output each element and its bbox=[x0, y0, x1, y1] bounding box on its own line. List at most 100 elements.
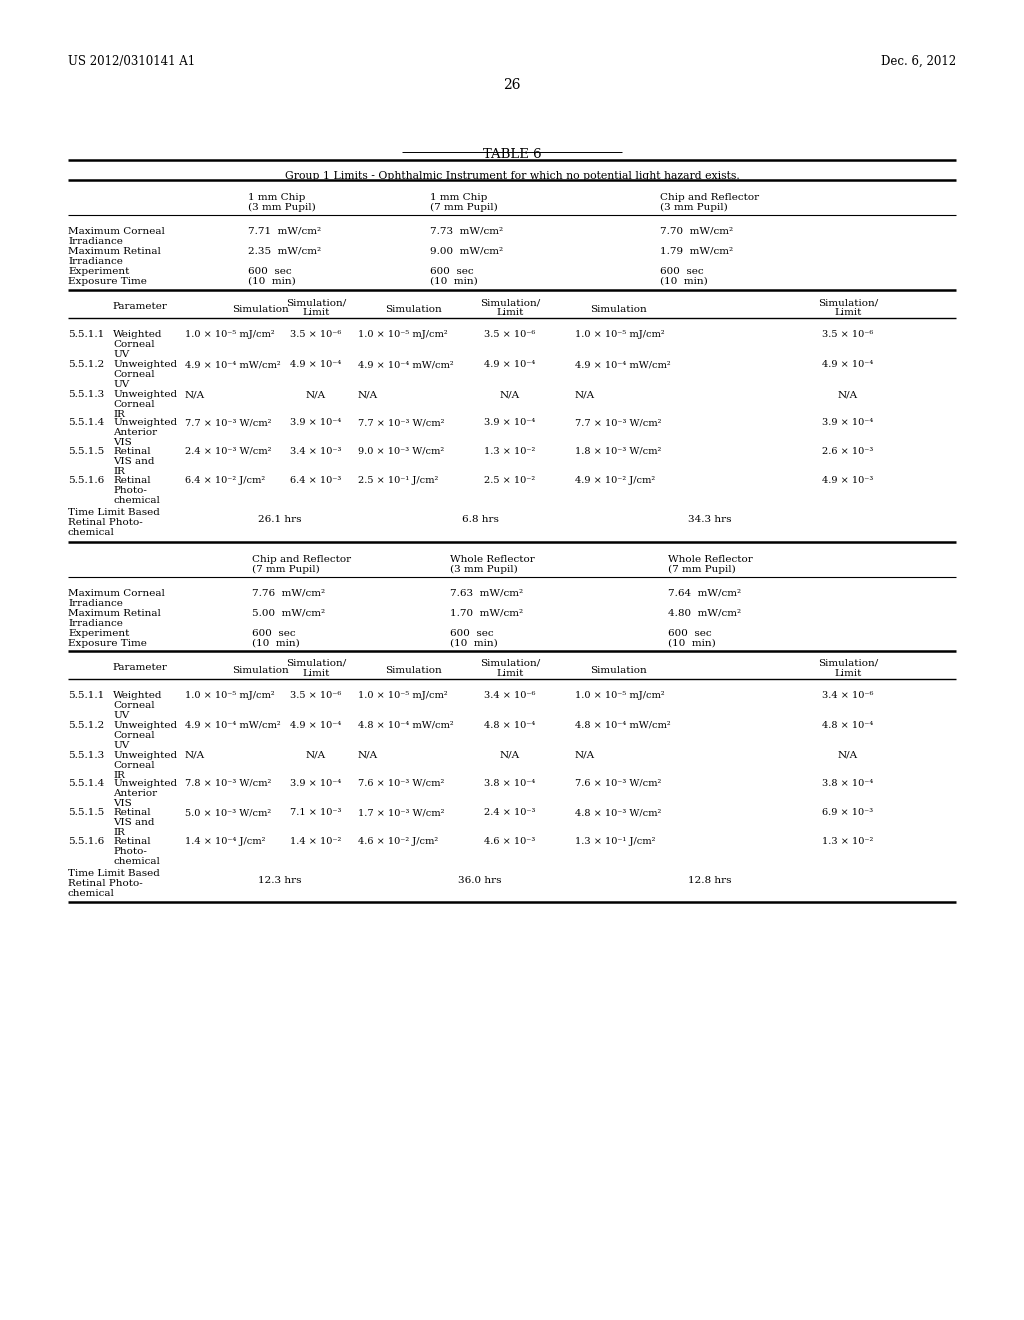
Text: (7 mm Pupil): (7 mm Pupil) bbox=[668, 565, 736, 574]
Text: Retinal: Retinal bbox=[113, 447, 151, 455]
Text: 9.0 × 10⁻³ W/cm²: 9.0 × 10⁻³ W/cm² bbox=[358, 447, 444, 455]
Text: 7.7 × 10⁻³ W/cm²: 7.7 × 10⁻³ W/cm² bbox=[575, 418, 662, 426]
Text: 3.5 × 10⁻⁶: 3.5 × 10⁻⁶ bbox=[291, 330, 342, 339]
Text: 4.8 × 10⁻⁴: 4.8 × 10⁻⁴ bbox=[822, 721, 873, 730]
Text: 3.4 × 10⁻⁶: 3.4 × 10⁻⁶ bbox=[822, 690, 873, 700]
Text: Maximum Corneal: Maximum Corneal bbox=[68, 227, 165, 236]
Text: N/A: N/A bbox=[500, 389, 520, 399]
Text: 1.4 × 10⁻²: 1.4 × 10⁻² bbox=[291, 837, 342, 846]
Text: 5.5.1.1: 5.5.1.1 bbox=[68, 690, 104, 700]
Text: 5.5.1.1: 5.5.1.1 bbox=[68, 330, 104, 339]
Text: Whole Reflector: Whole Reflector bbox=[668, 554, 753, 564]
Text: (3 mm Pupil): (3 mm Pupil) bbox=[450, 565, 518, 574]
Text: Maximum Corneal: Maximum Corneal bbox=[68, 589, 165, 598]
Text: Unweighted: Unweighted bbox=[113, 721, 177, 730]
Text: Irradiance: Irradiance bbox=[68, 619, 123, 628]
Text: 600  sec: 600 sec bbox=[252, 630, 296, 638]
Text: 5.00  mW/cm²: 5.00 mW/cm² bbox=[252, 609, 326, 618]
Text: 5.5.1.3: 5.5.1.3 bbox=[68, 751, 104, 760]
Text: 4.9 × 10⁻³: 4.9 × 10⁻³ bbox=[822, 477, 873, 484]
Text: 6.9 × 10⁻³: 6.9 × 10⁻³ bbox=[822, 808, 873, 817]
Text: Simulation/: Simulation/ bbox=[480, 298, 540, 308]
Text: (7 mm Pupil): (7 mm Pupil) bbox=[252, 565, 319, 574]
Text: 4.8 × 10⁻⁴ mW/cm²: 4.8 × 10⁻⁴ mW/cm² bbox=[358, 721, 454, 730]
Text: Limit: Limit bbox=[302, 308, 330, 317]
Text: 600  sec: 600 sec bbox=[248, 267, 292, 276]
Text: Chip and Reflector: Chip and Reflector bbox=[252, 554, 351, 564]
Text: Group 1 Limits - Ophthalmic Instrument for which no potential light hazard exist: Group 1 Limits - Ophthalmic Instrument f… bbox=[285, 172, 739, 181]
Text: 600  sec: 600 sec bbox=[668, 630, 712, 638]
Text: 5.5.1.6: 5.5.1.6 bbox=[68, 837, 104, 846]
Text: UV: UV bbox=[113, 350, 129, 359]
Text: Chip and Reflector: Chip and Reflector bbox=[660, 193, 759, 202]
Text: Unweighted: Unweighted bbox=[113, 751, 177, 760]
Text: 4.9 × 10⁻⁴: 4.9 × 10⁻⁴ bbox=[822, 360, 873, 370]
Text: Parameter: Parameter bbox=[113, 663, 168, 672]
Text: 34.3 hrs: 34.3 hrs bbox=[688, 515, 732, 524]
Text: Simulation: Simulation bbox=[385, 305, 441, 314]
Text: Corneal: Corneal bbox=[113, 370, 155, 379]
Text: UV: UV bbox=[113, 380, 129, 389]
Text: Dec. 6, 2012: Dec. 6, 2012 bbox=[881, 55, 956, 69]
Text: Irradiance: Irradiance bbox=[68, 599, 123, 609]
Text: 9.00  mW/cm²: 9.00 mW/cm² bbox=[430, 247, 503, 256]
Text: Corneal: Corneal bbox=[113, 341, 155, 348]
Text: 7.6 × 10⁻³ W/cm²: 7.6 × 10⁻³ W/cm² bbox=[575, 779, 662, 788]
Text: 5.5.1.5: 5.5.1.5 bbox=[68, 808, 104, 817]
Text: Simulation: Simulation bbox=[232, 667, 289, 675]
Text: Photo-: Photo- bbox=[113, 486, 146, 495]
Text: 600  sec: 600 sec bbox=[430, 267, 474, 276]
Text: Simulation: Simulation bbox=[590, 305, 647, 314]
Text: chemical: chemical bbox=[68, 528, 115, 537]
Text: Retinal: Retinal bbox=[113, 477, 151, 484]
Text: Simulation/: Simulation/ bbox=[818, 298, 879, 308]
Text: 4.8 × 10⁻⁴ mW/cm²: 4.8 × 10⁻⁴ mW/cm² bbox=[575, 721, 671, 730]
Text: 3.9 × 10⁻⁴: 3.9 × 10⁻⁴ bbox=[291, 779, 342, 788]
Text: 7.6 × 10⁻³ W/cm²: 7.6 × 10⁻³ W/cm² bbox=[358, 779, 444, 788]
Text: 7.71  mW/cm²: 7.71 mW/cm² bbox=[248, 227, 322, 236]
Text: 26: 26 bbox=[503, 78, 521, 92]
Text: 5.5.1.4: 5.5.1.4 bbox=[68, 779, 104, 788]
Text: 2.6 × 10⁻³: 2.6 × 10⁻³ bbox=[822, 447, 873, 455]
Text: Limit: Limit bbox=[302, 669, 330, 678]
Text: 36.0 hrs: 36.0 hrs bbox=[459, 876, 502, 884]
Text: Retinal: Retinal bbox=[113, 808, 151, 817]
Text: 4.9 × 10⁻² J/cm²: 4.9 × 10⁻² J/cm² bbox=[575, 477, 655, 484]
Text: 4.6 × 10⁻² J/cm²: 4.6 × 10⁻² J/cm² bbox=[358, 837, 438, 846]
Text: 2.35  mW/cm²: 2.35 mW/cm² bbox=[248, 247, 322, 256]
Text: 4.9 × 10⁻⁴ mW/cm²: 4.9 × 10⁻⁴ mW/cm² bbox=[185, 360, 281, 370]
Text: 3.5 × 10⁻⁶: 3.5 × 10⁻⁶ bbox=[291, 690, 342, 700]
Text: 5.5.1.4: 5.5.1.4 bbox=[68, 418, 104, 426]
Text: Irradiance: Irradiance bbox=[68, 257, 123, 267]
Text: 1.0 × 10⁻⁵ mJ/cm²: 1.0 × 10⁻⁵ mJ/cm² bbox=[575, 330, 665, 339]
Text: (10  min): (10 min) bbox=[668, 639, 716, 648]
Text: 1.70  mW/cm²: 1.70 mW/cm² bbox=[450, 609, 523, 618]
Text: 5.5.1.2: 5.5.1.2 bbox=[68, 721, 104, 730]
Text: IR: IR bbox=[113, 828, 125, 837]
Text: chemical: chemical bbox=[113, 857, 160, 866]
Text: Corneal: Corneal bbox=[113, 701, 155, 710]
Text: Maximum Retinal: Maximum Retinal bbox=[68, 247, 161, 256]
Text: N/A: N/A bbox=[185, 389, 205, 399]
Text: 1.3 × 10⁻¹ J/cm²: 1.3 × 10⁻¹ J/cm² bbox=[575, 837, 655, 846]
Text: 7.1 × 10⁻³: 7.1 × 10⁻³ bbox=[291, 808, 342, 817]
Text: Limit: Limit bbox=[497, 669, 523, 678]
Text: 4.6 × 10⁻³: 4.6 × 10⁻³ bbox=[484, 837, 536, 846]
Text: 7.8 × 10⁻³ W/cm²: 7.8 × 10⁻³ W/cm² bbox=[185, 779, 271, 788]
Text: 5.5.1.3: 5.5.1.3 bbox=[68, 389, 104, 399]
Text: 6.4 × 10⁻³: 6.4 × 10⁻³ bbox=[291, 477, 342, 484]
Text: UV: UV bbox=[113, 741, 129, 750]
Text: IR: IR bbox=[113, 467, 125, 477]
Text: 3.5 × 10⁻⁶: 3.5 × 10⁻⁶ bbox=[484, 330, 536, 339]
Text: Anterior: Anterior bbox=[113, 789, 157, 799]
Text: N/A: N/A bbox=[838, 751, 858, 760]
Text: Corneal: Corneal bbox=[113, 762, 155, 770]
Text: Simulation: Simulation bbox=[385, 667, 441, 675]
Text: 4.9 × 10⁻⁴: 4.9 × 10⁻⁴ bbox=[484, 360, 536, 370]
Text: Corneal: Corneal bbox=[113, 731, 155, 741]
Text: 7.76  mW/cm²: 7.76 mW/cm² bbox=[252, 589, 326, 598]
Text: (10  min): (10 min) bbox=[660, 277, 708, 286]
Text: Experiment: Experiment bbox=[68, 630, 129, 638]
Text: Unweighted: Unweighted bbox=[113, 418, 177, 426]
Text: Exposure Time: Exposure Time bbox=[68, 639, 146, 648]
